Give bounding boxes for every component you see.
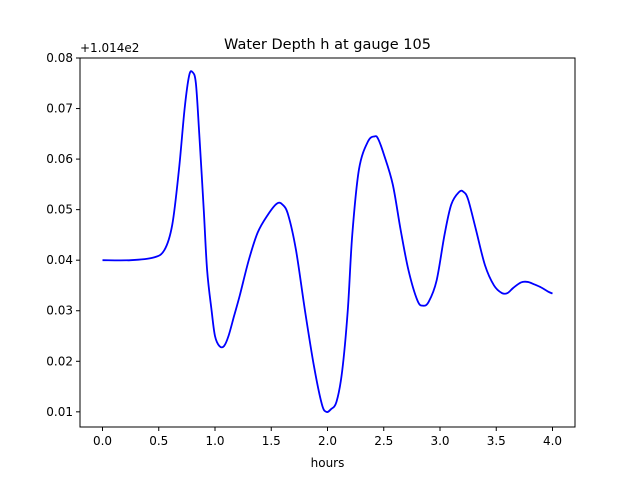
x-tick-label: 3.0 bbox=[430, 434, 449, 448]
y-axis: 0.01 0.02 0.03 0.04 0.05 0.06 0.07 0.08 bbox=[46, 51, 80, 419]
x-tick-label: 2.0 bbox=[318, 434, 337, 448]
y-tick-label: 0.03 bbox=[46, 304, 73, 318]
y-tick-label: 0.01 bbox=[46, 405, 73, 419]
plot-area bbox=[102, 70, 553, 413]
y-tick-label: 0.08 bbox=[46, 51, 73, 65]
y-tick-label: 0.05 bbox=[46, 203, 73, 217]
x-tick-label: 4.0 bbox=[543, 434, 562, 448]
x-tick-label: 0.0 bbox=[93, 434, 112, 448]
x-tick-label: 0.5 bbox=[149, 434, 168, 448]
y-tick-label: 0.04 bbox=[46, 253, 73, 267]
y-tick-label: 0.02 bbox=[46, 354, 73, 368]
x-axis: 0.0 0.5 1.0 1.5 2.0 2.5 3.0 3.5 4.0 bbox=[93, 427, 562, 448]
chart-title: Water Depth h at gauge 105 bbox=[224, 37, 431, 53]
x-tick-label: 1.0 bbox=[205, 434, 224, 448]
y-tick-label: 0.07 bbox=[46, 102, 73, 116]
x-tick-label: 2.5 bbox=[374, 434, 393, 448]
y-axis-offset-label: +1.014e2 bbox=[80, 41, 139, 55]
x-axis-label: hours bbox=[311, 456, 345, 470]
x-tick-label: 3.5 bbox=[487, 434, 506, 448]
y-tick-label: 0.06 bbox=[46, 152, 73, 166]
series-line-0 bbox=[102, 70, 553, 413]
axes-frame bbox=[79, 57, 576, 428]
x-tick-label: 1.5 bbox=[262, 434, 281, 448]
